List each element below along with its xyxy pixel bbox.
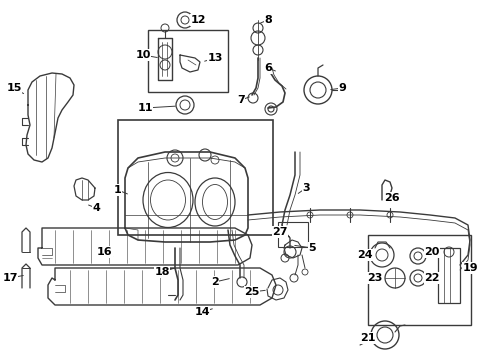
- Text: 2: 2: [211, 277, 219, 287]
- Bar: [437, 248, 459, 303]
- Text: 8: 8: [264, 15, 271, 25]
- Text: 9: 9: [337, 83, 345, 93]
- Text: 24: 24: [356, 250, 372, 260]
- Bar: [148, 30, 227, 92]
- Text: 22: 22: [424, 273, 439, 283]
- Text: 3: 3: [302, 183, 309, 193]
- Bar: [118, 120, 272, 235]
- Text: 11: 11: [137, 103, 152, 113]
- Text: 6: 6: [264, 63, 271, 73]
- Text: 26: 26: [384, 193, 399, 203]
- Text: 25: 25: [244, 287, 259, 297]
- Text: 4: 4: [92, 203, 100, 213]
- Bar: [367, 235, 470, 325]
- Text: 15: 15: [6, 83, 21, 93]
- Text: 18: 18: [154, 267, 169, 277]
- Text: 10: 10: [135, 50, 150, 60]
- Text: 23: 23: [366, 273, 382, 283]
- Text: 19: 19: [461, 263, 477, 273]
- Text: 14: 14: [194, 307, 209, 317]
- Text: 5: 5: [307, 243, 315, 253]
- Text: 17: 17: [2, 273, 18, 283]
- Bar: [278, 222, 307, 247]
- Text: 7: 7: [237, 95, 244, 105]
- Text: 1: 1: [114, 185, 122, 195]
- Text: 13: 13: [207, 53, 222, 63]
- Text: 16: 16: [97, 247, 113, 257]
- Text: 27: 27: [272, 227, 287, 237]
- Text: 20: 20: [424, 247, 439, 257]
- Text: 12: 12: [190, 15, 205, 25]
- Text: 21: 21: [360, 333, 375, 343]
